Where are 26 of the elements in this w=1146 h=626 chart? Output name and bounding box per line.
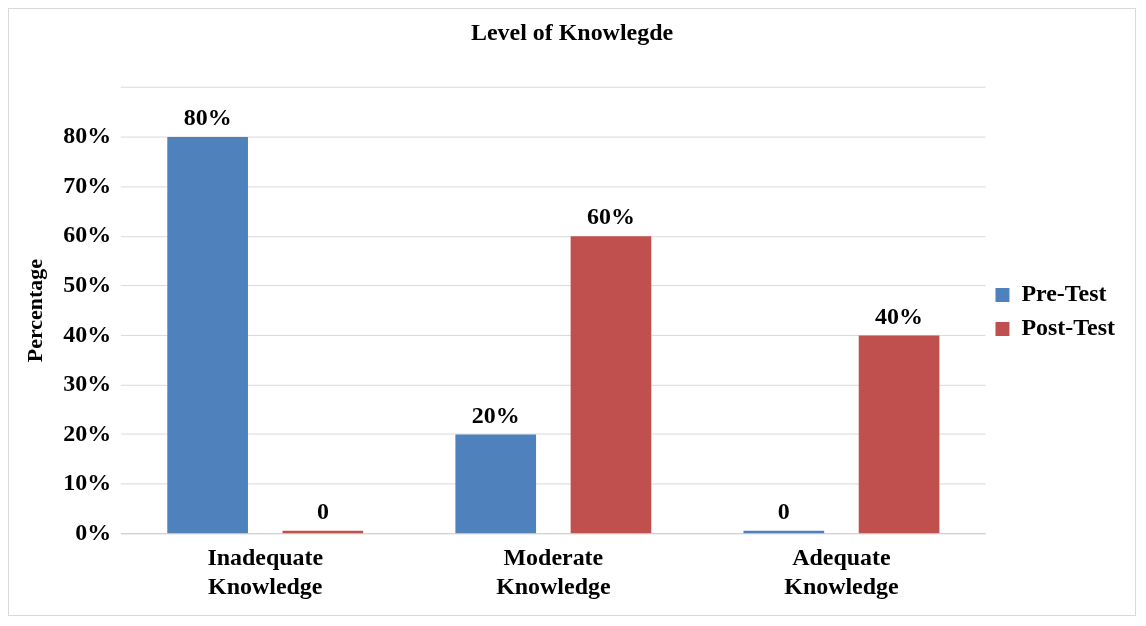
data-label: 0 (316, 497, 329, 524)
y-tick-label: 50% (63, 271, 112, 297)
data-label: 80% (183, 104, 232, 131)
chart-title: Level of Knowlegde (470, 18, 674, 45)
bar (455, 434, 537, 534)
y-tick-label: 60% (63, 221, 112, 248)
data-label: 20% (471, 401, 520, 428)
bar (858, 335, 940, 534)
data-label: 40% (875, 302, 923, 329)
x-tick-label: Adequate Knowledge (784, 544, 899, 599)
y-axis-title: Percentage (21, 258, 47, 363)
y-tick-label: 70% (63, 171, 112, 198)
bar (167, 137, 248, 534)
legend-label: Pre-Test (1021, 280, 1107, 307)
x-tick-label: Moderate Knowledge (496, 544, 611, 599)
bar (570, 236, 652, 534)
y-tick-label: 40% (63, 320, 112, 347)
data-label: 0 (777, 497, 790, 524)
y-tick-label: 30% (63, 370, 112, 397)
y-tick-label: 80% (63, 122, 112, 149)
y-tick-label: 20% (63, 419, 112, 446)
y-tick-label: 10% (63, 469, 112, 496)
data-label: 60% (587, 203, 635, 230)
legend-label: Post-Test (1021, 314, 1115, 341)
y-tick-label: 0% (75, 518, 112, 545)
x-tick-label: Inadequate Knowledge (207, 544, 324, 599)
